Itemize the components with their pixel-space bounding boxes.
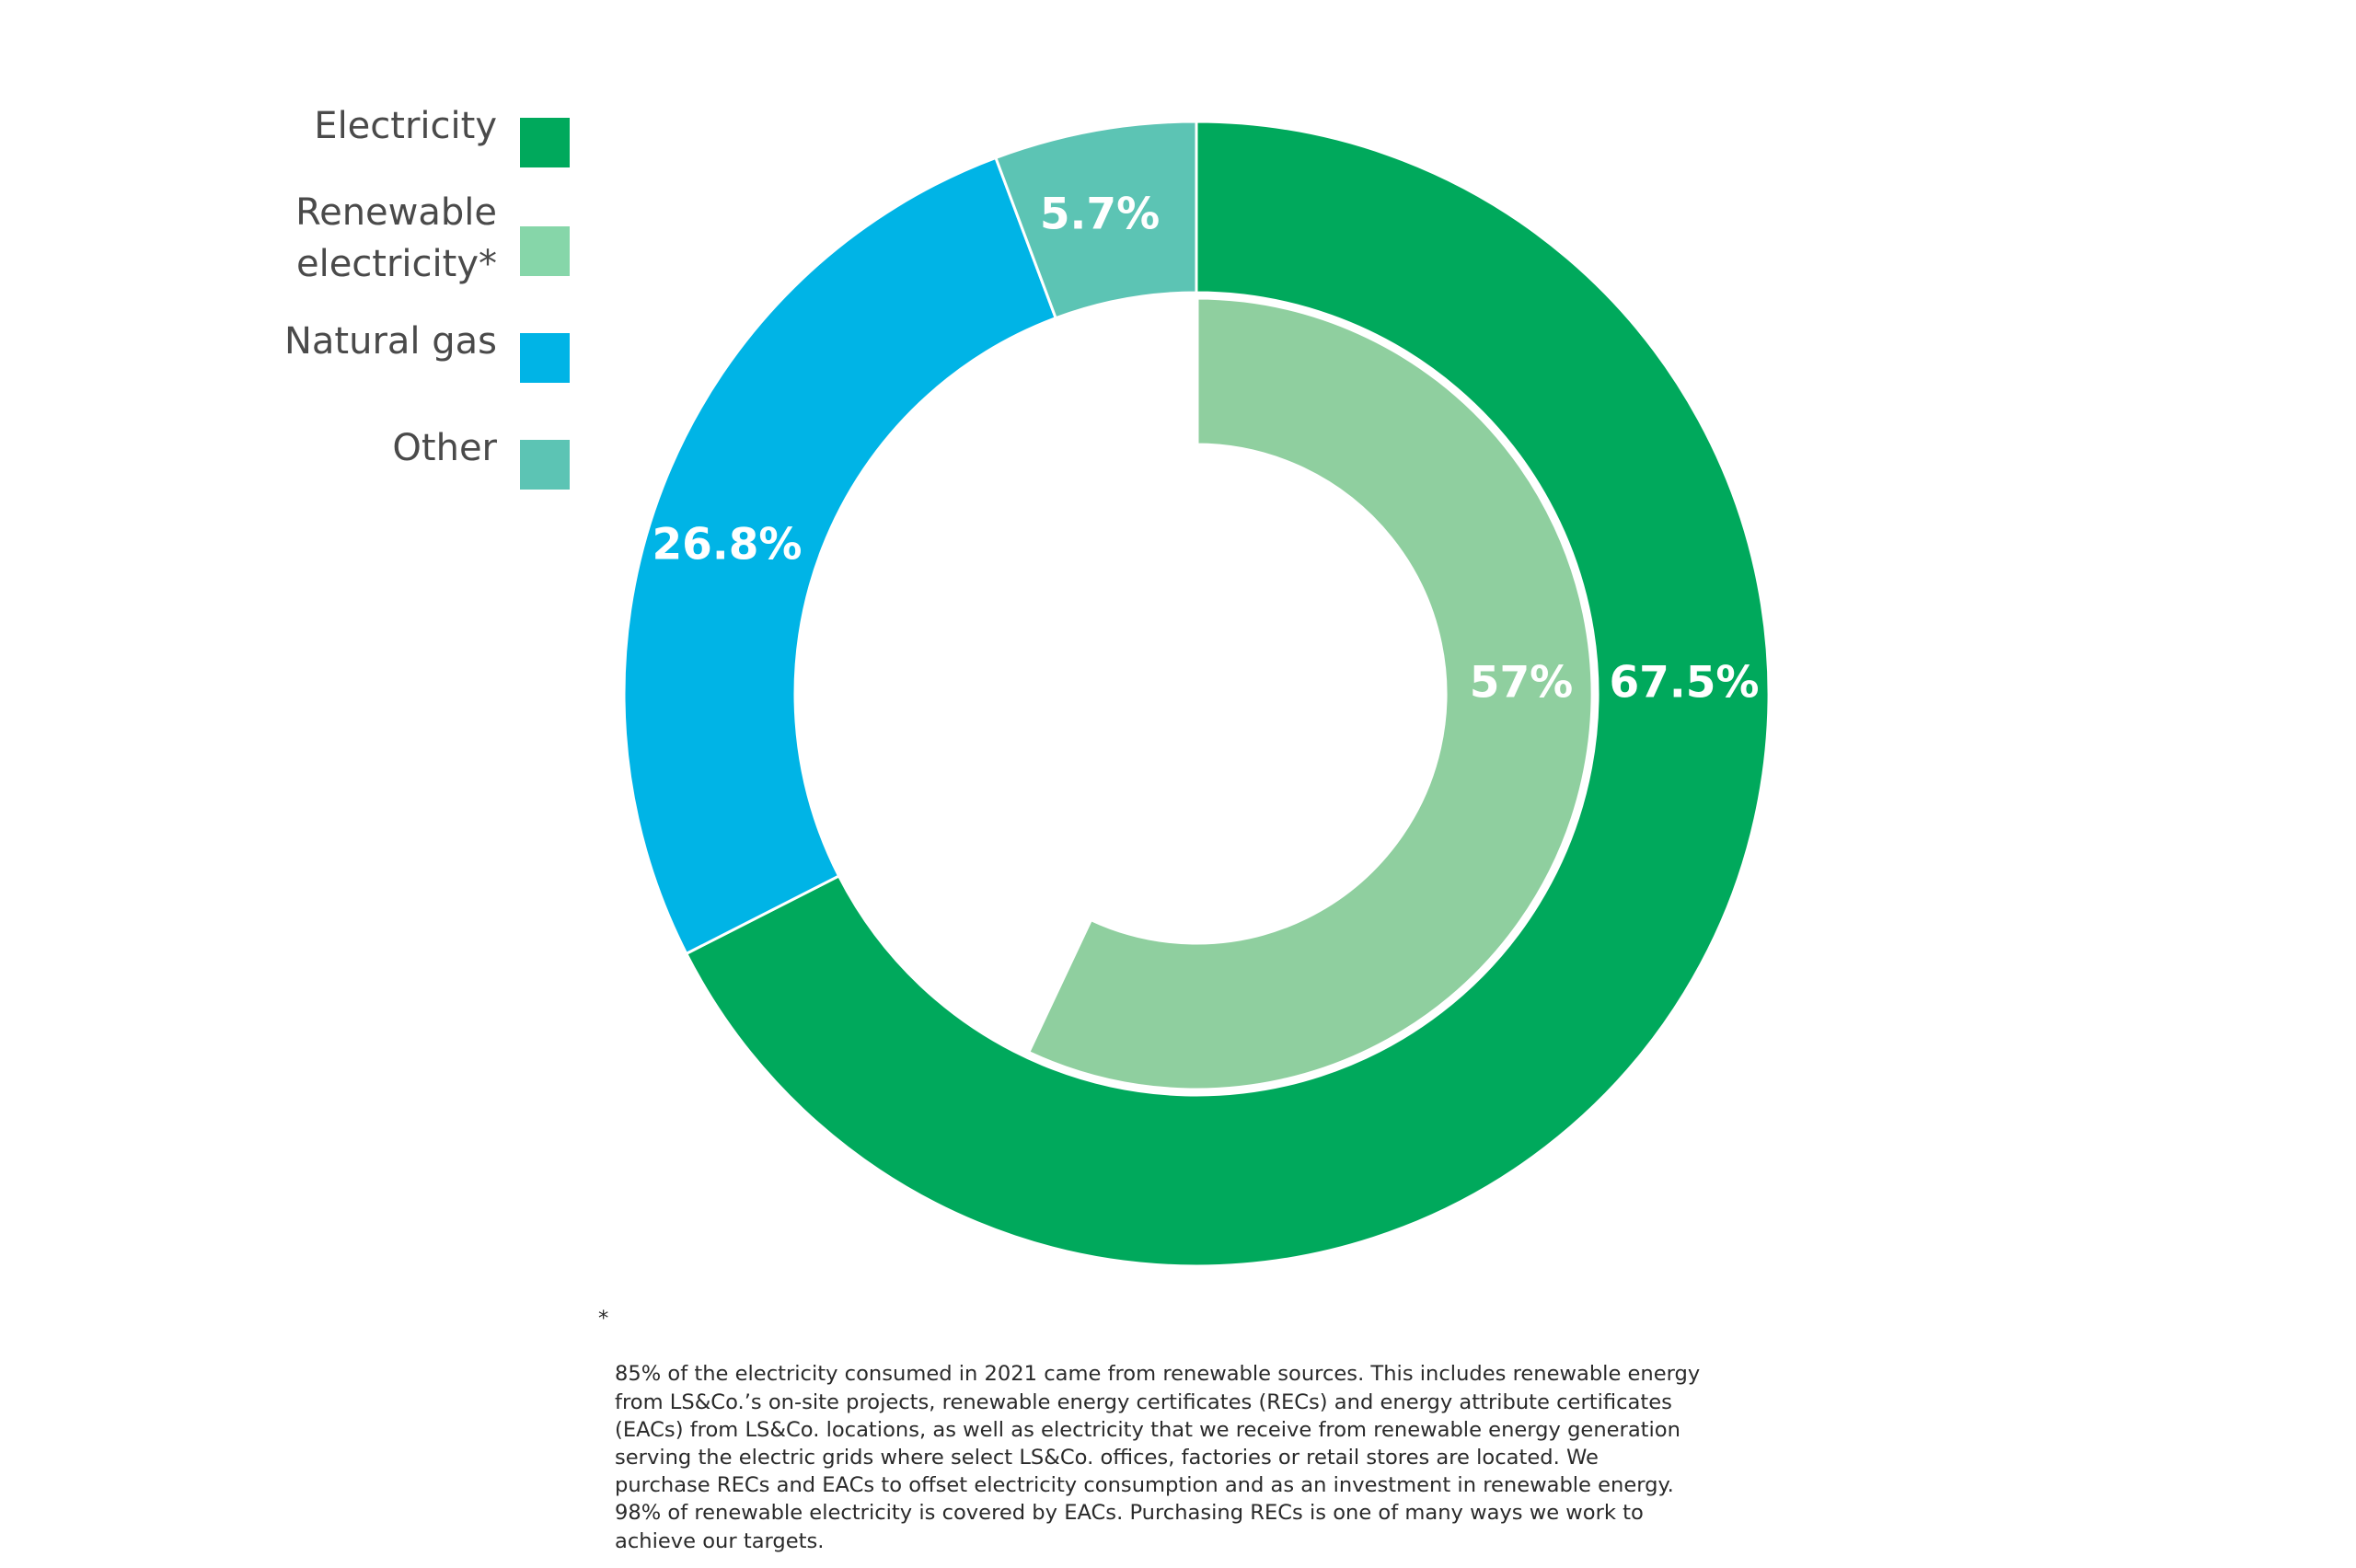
legend-item-electricity: Electricity — [314, 105, 570, 167]
slice-electricity — [684, 120, 1771, 1268]
value-label-renewable-electricity: 57% — [1470, 658, 1574, 709]
slice-other — [994, 120, 1198, 320]
value-labels: 67.5% 26.8% 5.7% 57% — [652, 190, 1759, 709]
value-label-natural-gas: 26.8% — [652, 520, 802, 571]
legend-label-renewable-electricity: Renewable electricity* — [295, 191, 497, 285]
value-label-electricity: 67.5% — [1609, 658, 1759, 709]
legend-swatch-natural-gas — [520, 333, 570, 383]
footnote-text: 85% of the electricity consumed in 2021 … — [615, 1362, 1701, 1553]
legend-swatch-other — [520, 440, 570, 490]
legend-label-electricity: Electricity — [314, 105, 497, 147]
legend-swatch-electricity — [520, 118, 570, 167]
legend-swatch-renewable-electricity — [520, 226, 570, 276]
footnote: * 85% of the electricity consumed in 202… — [598, 1305, 1784, 1555]
value-label-other: 5.7% — [1040, 190, 1160, 240]
slice-renewable-electricity — [1024, 294, 1596, 1093]
legend-label-other: Other — [392, 427, 497, 469]
outer-ring — [622, 120, 1771, 1268]
footnote-marker: * — [598, 1307, 609, 1331]
inner-ring — [1024, 294, 1596, 1093]
legend-item-other: Other — [392, 427, 570, 490]
slice-natural-gas — [622, 156, 1058, 956]
legend-item-renewable-electricity: Renewable electricity* — [295, 191, 570, 285]
legend-item-natural-gas: Natural gas — [284, 320, 570, 383]
legend-label-natural-gas: Natural gas — [284, 320, 497, 363]
chart-legend: Electricity Renewable electricity* Natural … — [284, 105, 570, 490]
